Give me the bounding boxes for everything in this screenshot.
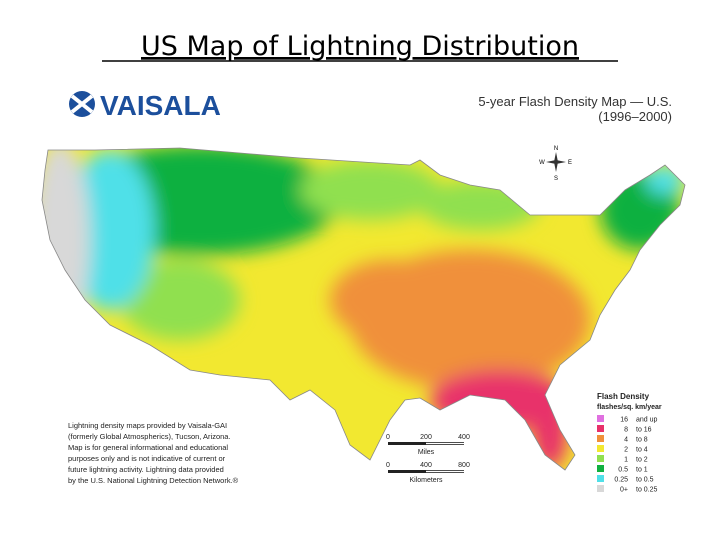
compass-n: N bbox=[554, 146, 558, 152]
legend-from: 2 bbox=[624, 447, 628, 454]
legend: Flash Density flashes/sq. km/year 16 and … bbox=[597, 392, 662, 494]
legend-unit: flashes/sq. km/year bbox=[597, 404, 662, 411]
legend-swatch bbox=[597, 465, 604, 472]
scale-bar-half bbox=[426, 442, 464, 445]
credit-line: (formerly Global Atmospherics), Tucson, … bbox=[68, 432, 231, 441]
credit-line: by the U.S. National Lightning Detection… bbox=[68, 476, 239, 485]
slide-title: US Map of Lightning Distribution bbox=[141, 31, 579, 62]
us-outline bbox=[41, 147, 686, 471]
compass-rose bbox=[546, 152, 566, 172]
legend-swatch bbox=[597, 425, 604, 432]
map-period: (1996–2000) bbox=[598, 109, 672, 124]
legend-from: 8 bbox=[624, 427, 628, 434]
legend-to: to 1 bbox=[636, 467, 648, 474]
legend-to: to 2 bbox=[636, 457, 648, 464]
credit: Lightning density maps provided by Vaisa… bbox=[68, 421, 239, 485]
logo-mark-x bbox=[70, 94, 94, 114]
legend-to: to 4 bbox=[636, 447, 648, 454]
logo: VAISALA bbox=[69, 90, 221, 121]
legend-swatch bbox=[597, 415, 604, 422]
legend-from: 4 bbox=[624, 437, 628, 444]
compass-w: W bbox=[539, 160, 545, 166]
legend-to: to 16 bbox=[636, 427, 652, 434]
map-title: 5-year Flash Density Map — U.S. bbox=[478, 94, 672, 109]
scale-tick-label: 800 bbox=[458, 462, 470, 469]
legend-swatch bbox=[597, 445, 604, 452]
credit-line: purposes only and is not indicative of c… bbox=[68, 454, 226, 463]
legend-from: 0.5 bbox=[618, 467, 628, 474]
scale-unit: Kilometers bbox=[409, 477, 443, 484]
legend-title: Flash Density bbox=[597, 392, 650, 401]
credit-line: Lightning density maps provided by Vaisa… bbox=[68, 421, 227, 430]
legend-from: 0.25 bbox=[614, 477, 628, 484]
scale-tick-label: 400 bbox=[458, 434, 470, 441]
legend-from: 16 bbox=[620, 417, 628, 424]
legend-swatch bbox=[597, 435, 604, 442]
compass: N E S W bbox=[539, 146, 572, 182]
scale-unit: Miles bbox=[418, 449, 435, 456]
logo-text: VAISALA bbox=[100, 90, 221, 121]
scale-bars: 0 200 400 Miles 0 400 800 Kilometers bbox=[386, 434, 470, 484]
scale-bar-half bbox=[426, 470, 464, 473]
credit-line: future lightning activity. Lightning dat… bbox=[68, 465, 224, 474]
scale-tick-label: 200 bbox=[420, 434, 432, 441]
scale-tick-label: 0 bbox=[386, 434, 390, 441]
legend-from: 1 bbox=[624, 457, 628, 464]
legend-swatch bbox=[597, 455, 604, 462]
legend-to: to 0.5 bbox=[636, 477, 654, 484]
legend-swatch bbox=[597, 485, 604, 492]
scale-tick-label: 0 bbox=[386, 462, 390, 469]
compass-s: S bbox=[554, 176, 558, 182]
compass-e: E bbox=[568, 160, 572, 166]
scale-tick-label: 400 bbox=[420, 462, 432, 469]
credit-line: Map is for general informational and edu… bbox=[68, 443, 228, 452]
legend-to: to 8 bbox=[636, 437, 648, 444]
legend-swatch bbox=[597, 475, 604, 482]
legend-from: 0+ bbox=[620, 487, 628, 494]
legend-to: and up bbox=[636, 417, 658, 424]
legend-to: to 0.25 bbox=[636, 487, 658, 494]
